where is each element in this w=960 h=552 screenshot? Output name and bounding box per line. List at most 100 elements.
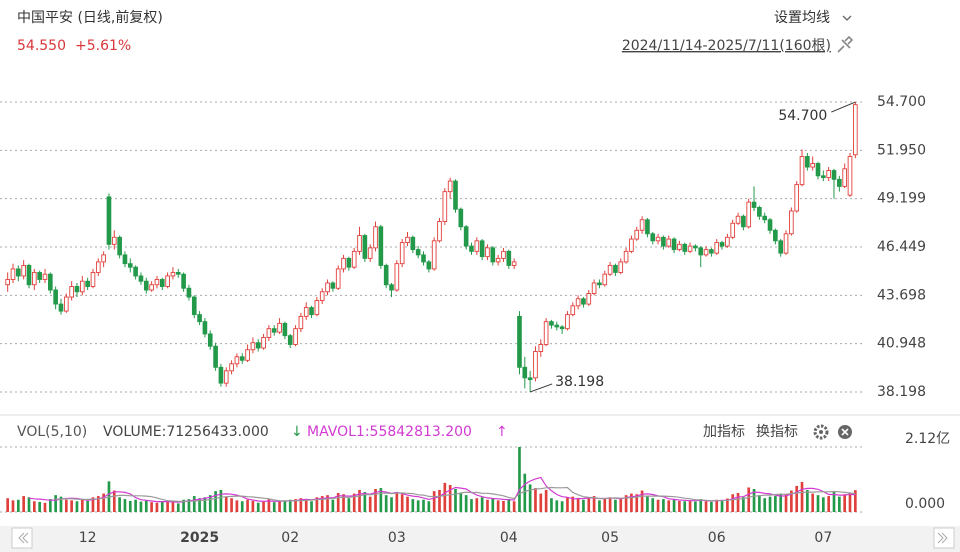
candle-body <box>42 273 48 280</box>
candle-body <box>517 315 522 368</box>
volume-bar <box>267 499 271 512</box>
volume-bar <box>118 497 121 512</box>
y-tick-label: 43.698 <box>877 287 926 303</box>
candle-body <box>794 184 800 212</box>
candle-body <box>719 242 725 247</box>
volume-bar <box>704 501 708 512</box>
candle-body <box>239 356 245 361</box>
volume-bar <box>448 485 452 512</box>
scroll-left[interactable] <box>11 527 33 549</box>
candle-body <box>746 201 752 228</box>
candle-body <box>810 163 816 168</box>
candle-body <box>826 170 831 179</box>
candle-body <box>709 249 714 254</box>
candle-body <box>335 268 341 289</box>
candle-body <box>565 314 570 330</box>
volume-bar <box>667 500 671 512</box>
candle-body <box>245 349 250 361</box>
y-tick-label: 38.198 <box>877 384 926 400</box>
candle-body <box>90 271 96 287</box>
candle-body <box>805 156 810 168</box>
volume-bar <box>283 500 287 512</box>
gear-icon[interactable] <box>813 424 829 440</box>
candle-body <box>527 377 533 381</box>
ma5-line <box>28 476 856 503</box>
x-tick-label: 06 <box>708 530 726 546</box>
candle-body <box>634 229 640 240</box>
scroll-left-icon <box>18 532 29 544</box>
x-tick-label: 2025 <box>180 530 219 546</box>
volume-bar <box>11 500 15 512</box>
candle-body <box>602 273 608 286</box>
volume-bar <box>59 496 63 512</box>
volume-bar <box>411 499 415 512</box>
candle-body <box>346 257 352 268</box>
candle-body <box>431 240 437 270</box>
volume-bar <box>326 495 329 512</box>
candle-body <box>325 282 330 293</box>
candle-body <box>255 342 261 349</box>
vol-tick-label: 2.12亿 <box>905 431 950 447</box>
candle-body <box>266 328 272 338</box>
volume-bar <box>619 497 623 512</box>
x-tick-label: 05 <box>601 530 619 546</box>
candle-body <box>213 345 218 368</box>
candle-body <box>261 336 266 349</box>
x-tick-label: 04 <box>500 530 518 546</box>
volume-bar <box>416 500 420 512</box>
range-label[interactable]: 2024/11/14-2025/7/11(160根) <box>622 38 831 54</box>
scroll-right[interactable] <box>933 527 955 549</box>
x-axis-bar <box>0 526 960 552</box>
candle-body <box>410 236 416 251</box>
candle-body <box>170 271 176 277</box>
candle-body <box>186 287 192 298</box>
volume-bar <box>347 498 351 512</box>
annotation-label: 54.700 <box>778 108 827 124</box>
candle-body <box>122 254 128 265</box>
candle-body <box>223 370 229 384</box>
volume-bar <box>438 489 441 512</box>
candle-body <box>687 245 693 252</box>
volume-bar <box>459 493 463 512</box>
volume-bar <box>502 500 505 512</box>
candle-body <box>495 257 501 263</box>
x-tick-label: 12 <box>79 530 97 546</box>
pin-icon[interactable] <box>837 35 854 53</box>
candle-body <box>847 156 853 196</box>
candle-body <box>293 328 298 345</box>
candle-body <box>21 264 26 277</box>
volume-bar <box>566 497 569 512</box>
candle-body <box>415 249 421 256</box>
candle-body <box>762 215 768 221</box>
up-arrow: ↑ <box>496 424 508 440</box>
x-tick-label: 02 <box>281 530 299 546</box>
volume-bar <box>315 497 319 512</box>
volume-bar <box>171 502 175 512</box>
volume-bar <box>406 496 409 512</box>
volume-bar <box>208 495 212 512</box>
volume-bar <box>582 499 585 512</box>
volume-bar <box>779 493 783 512</box>
y-tick-label: 49.199 <box>877 191 926 207</box>
switch-indicator[interactable]: 换指标 <box>756 423 798 440</box>
volume-bar <box>742 497 745 512</box>
add-indicator[interactable]: 加指标 <box>703 424 745 440</box>
candle-body <box>469 245 474 252</box>
candle-body <box>357 235 362 252</box>
dropdown-icon[interactable] <box>842 15 852 21</box>
volume-bar <box>203 497 207 512</box>
candle-body <box>533 351 538 379</box>
candle-body <box>191 296 197 316</box>
close-icon[interactable] <box>838 425 852 439</box>
candle-body <box>607 264 613 275</box>
candle-body <box>799 156 805 186</box>
candle-body <box>677 243 682 251</box>
candle-body <box>26 264 32 286</box>
ma-setting[interactable]: 设置均线 <box>774 10 830 26</box>
volume-bar <box>774 496 777 512</box>
candle-body <box>287 335 293 345</box>
candle-body <box>165 275 170 287</box>
volume-bar <box>395 492 399 512</box>
volume-bar <box>726 498 729 512</box>
volume-bar <box>139 501 143 512</box>
